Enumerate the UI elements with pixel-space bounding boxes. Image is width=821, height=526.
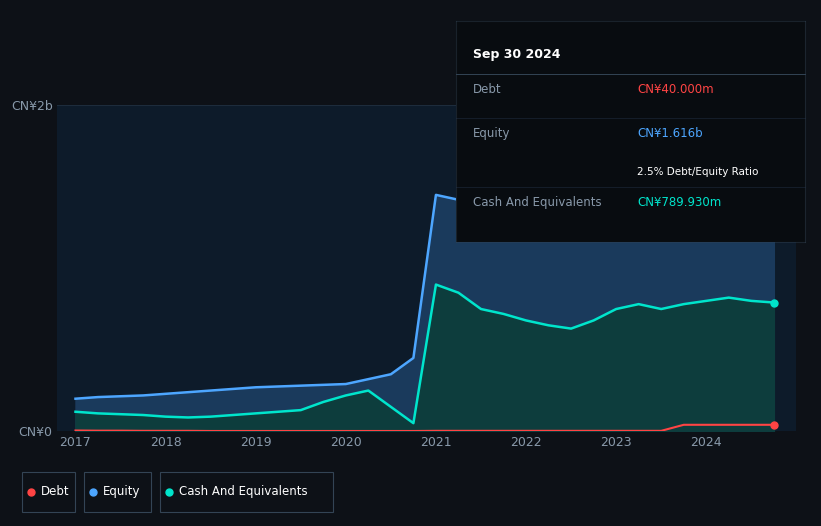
Text: CN¥1.616b: CN¥1.616b bbox=[637, 127, 703, 140]
Text: 2.5% Debt/Equity Ratio: 2.5% Debt/Equity Ratio bbox=[637, 167, 759, 177]
Text: Equity: Equity bbox=[473, 127, 511, 140]
Text: Cash And Equivalents: Cash And Equivalents bbox=[473, 196, 602, 209]
Text: Debt: Debt bbox=[473, 83, 502, 96]
Point bbox=[768, 298, 781, 307]
Text: CN¥40.000m: CN¥40.000m bbox=[637, 83, 713, 96]
Text: Sep 30 2024: Sep 30 2024 bbox=[473, 47, 561, 60]
Text: Cash And Equivalents: Cash And Equivalents bbox=[179, 485, 308, 498]
Text: CN¥789.930m: CN¥789.930m bbox=[637, 196, 722, 209]
Text: Debt: Debt bbox=[41, 485, 70, 498]
Point bbox=[768, 164, 781, 172]
Text: Equity: Equity bbox=[103, 485, 140, 498]
Point bbox=[768, 421, 781, 429]
